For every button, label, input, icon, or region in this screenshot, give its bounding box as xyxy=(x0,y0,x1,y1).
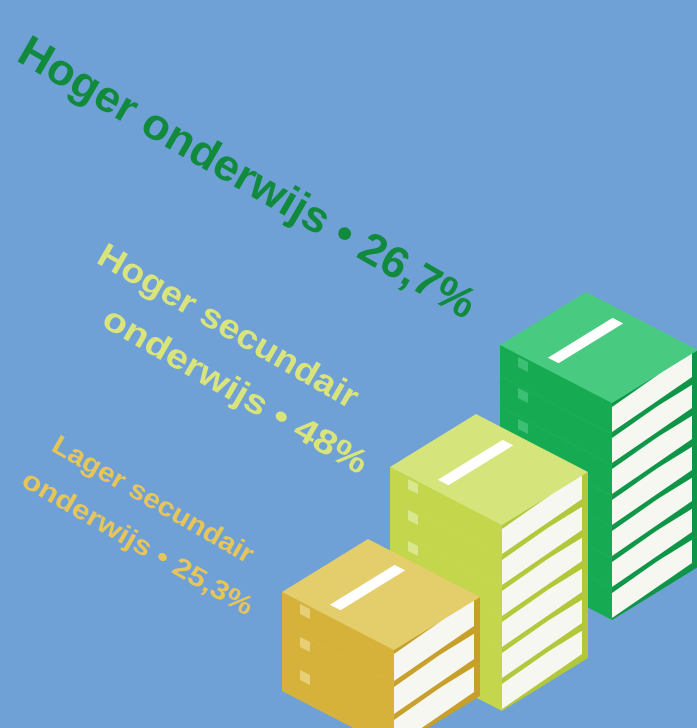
book-pages xyxy=(502,566,582,647)
book-pages xyxy=(394,631,474,714)
book-pages xyxy=(612,506,692,587)
book-pages xyxy=(502,504,582,585)
book-spine-label xyxy=(300,604,310,619)
book-pages xyxy=(502,597,582,678)
book-top xyxy=(282,539,480,650)
book-spine-label xyxy=(408,541,418,556)
book-pages xyxy=(502,535,582,616)
book-spine-label xyxy=(300,637,310,652)
book-pages xyxy=(394,664,474,728)
book-title-strip xyxy=(547,317,624,364)
book-spine-label xyxy=(518,419,528,434)
book-top xyxy=(390,414,588,525)
book-spine-label xyxy=(300,670,310,685)
book-spine-label xyxy=(518,388,528,403)
book-spine-label xyxy=(518,357,528,372)
book-pages xyxy=(612,351,692,432)
book-spine-label xyxy=(408,479,418,494)
book-title-strip xyxy=(437,439,514,486)
book-stacks xyxy=(282,292,697,728)
book-pages xyxy=(612,413,692,494)
book-pages xyxy=(612,444,692,525)
book-title-strip xyxy=(329,564,406,611)
book-pages xyxy=(612,475,692,556)
book-pages xyxy=(612,382,692,463)
book-pages xyxy=(612,537,692,618)
book-pages xyxy=(502,473,582,554)
book-spine-label xyxy=(408,510,418,525)
book-pages xyxy=(502,628,582,709)
book-top xyxy=(500,292,697,403)
book-pages xyxy=(394,598,474,681)
